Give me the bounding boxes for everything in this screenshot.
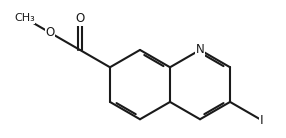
Text: N: N [196,43,204,56]
Text: CH₃: CH₃ [14,13,35,23]
Text: O: O [75,12,85,25]
Text: O: O [45,26,55,39]
Text: I: I [260,114,263,127]
